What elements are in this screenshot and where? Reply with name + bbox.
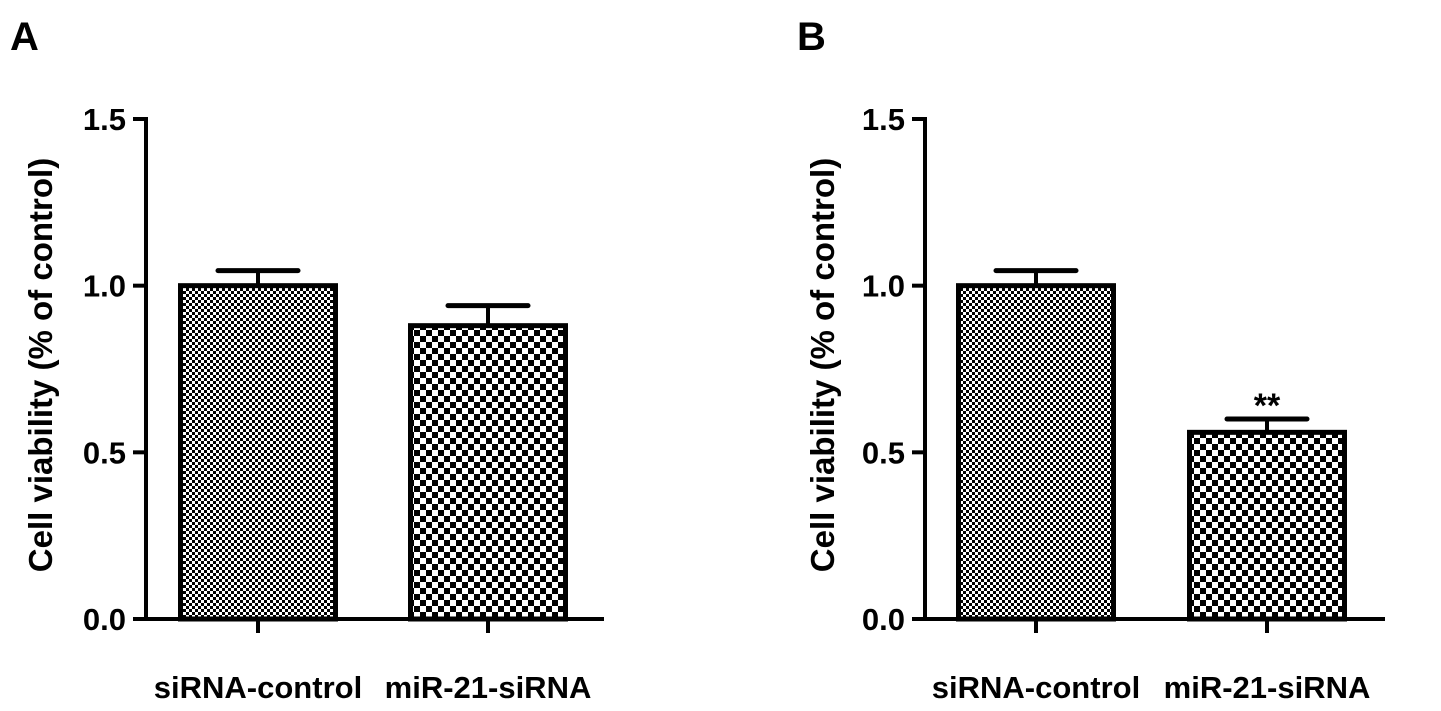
x-tick-label: miR-21-siRNA xyxy=(1164,670,1371,705)
plot-area: 0.0 0.5 1.0 1.5 siRNA-control miR-21-siRNA ** xyxy=(862,102,1385,705)
bar xyxy=(178,283,338,622)
y-axis-label: Cell viability (% of control) xyxy=(804,158,841,572)
bar xyxy=(1187,429,1347,622)
bar xyxy=(956,283,1116,622)
y-tick-label: 0.5 xyxy=(862,435,905,470)
panel-b: B Cell viability (% of control) 0.0 0.5 1.… xyxy=(797,15,1385,705)
y-axis-label: Cell viability (% of control) xyxy=(22,158,59,572)
y-tick-label: 0.0 xyxy=(83,602,126,637)
bar xyxy=(408,323,568,622)
significance-label: ** xyxy=(1254,387,1281,425)
y-tick-label: 1.0 xyxy=(862,269,905,304)
y-tick-label: 1.0 xyxy=(83,269,126,304)
y-tick-label: 1.5 xyxy=(862,102,905,137)
panel-label: A xyxy=(10,15,39,59)
panel-a: A Cell viability (% of control) 0.0 0.5 1.… xyxy=(10,15,604,705)
x-tick-label: miR-21-siRNA xyxy=(385,670,592,705)
plot-area: 0.0 0.5 1.0 1.5 siRNA-control miR-21-siRNA xyxy=(83,102,604,705)
x-tick-label: siRNA-control xyxy=(932,670,1140,705)
y-tick-label: 1.5 xyxy=(83,102,126,137)
x-tick-label: siRNA-control xyxy=(154,670,362,705)
y-tick-label: 0.0 xyxy=(862,602,905,637)
y-tick-label: 0.5 xyxy=(83,435,126,470)
panel-label: B xyxy=(797,15,826,59)
